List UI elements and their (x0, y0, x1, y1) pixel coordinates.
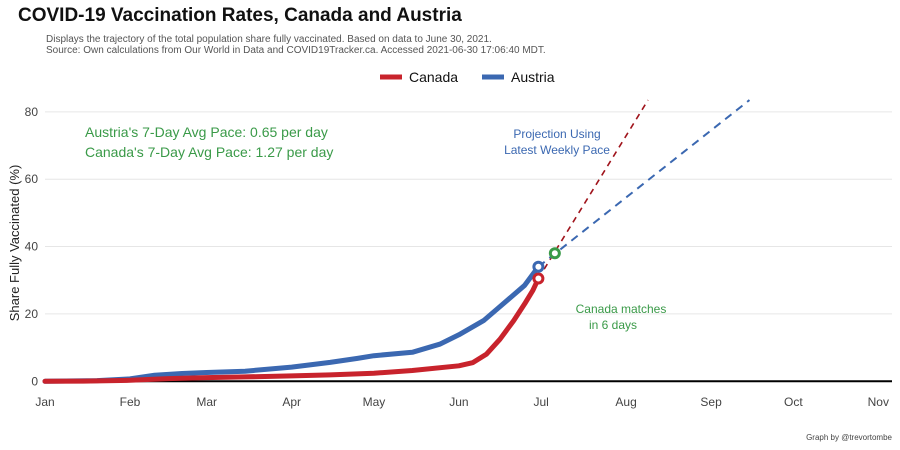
projection-line-austria (537, 99, 751, 268)
graph-credit: Graph by @trevortombe (806, 433, 892, 442)
annotation-match-line1: Canada matches (576, 302, 667, 316)
y-axis-label: Share Fully Vaccinated (%) (7, 165, 22, 322)
annotation-canada-pace: Canada's 7-Day Avg Pace: 1.27 per day (85, 144, 333, 160)
subtitle-line-1: Displays the trajectory of the total pop… (46, 34, 492, 45)
y-tick-label-0: 0 (31, 374, 38, 388)
subtitle-line-2: Source: Own calculations from Our World … (46, 45, 546, 56)
y-axis-ticks: 0 20 40 60 80 (25, 105, 39, 388)
x-tick-label-sep: Sep (700, 395, 722, 409)
annotation-austria-pace: Austria's 7-Day Avg Pace: 0.65 per day (85, 124, 328, 140)
marker-canada-latest (532, 272, 545, 285)
series-lines (42, 264, 541, 384)
marker-austria-latest (532, 260, 545, 273)
y-tick-label-80: 80 (25, 105, 39, 119)
x-tick-label-aug: Aug (615, 395, 636, 409)
x-tick-label-mar: Mar (196, 395, 217, 409)
gridlines (45, 111, 892, 315)
x-tick-label-feb: Feb (120, 395, 141, 409)
series-line-canada (42, 276, 541, 384)
annotation-projection-line1: Projection Using (513, 127, 600, 141)
x-tick-label-nov: Nov (868, 395, 889, 409)
legend-label-austria: Austria (511, 69, 555, 85)
end-markers (532, 247, 561, 285)
legend: Canada Austria (380, 69, 555, 85)
y-tick-label-40: 40 (25, 240, 39, 254)
y-tick-label-20: 20 (25, 307, 39, 321)
x-tick-label-jan: Jan (35, 395, 54, 409)
legend-label-canada: Canada (409, 69, 458, 85)
annotation-projection-line2: Latest Weekly Pace (504, 143, 610, 157)
annotation-match-line2: in 6 days (589, 318, 637, 332)
chart-title: COVID-19 Vaccination Rates, Canada and A… (18, 5, 462, 26)
series-line-austria (42, 264, 541, 384)
x-tick-label-jul: Jul (533, 395, 548, 409)
x-tick-label-oct: Oct (784, 395, 803, 409)
x-tick-label-may: May (363, 395, 386, 409)
chart-subtitle: Displays the trajectory of the total pop… (46, 34, 546, 56)
x-axis-ticks: Jan Feb Mar Apr May Jun Jul Aug Sep Oct Nov (35, 395, 889, 409)
x-tick-label-jun: Jun (449, 395, 468, 409)
y-tick-label-60: 60 (25, 172, 39, 186)
x-tick-label-apr: Apr (282, 395, 301, 409)
marker-match-point (548, 247, 561, 260)
